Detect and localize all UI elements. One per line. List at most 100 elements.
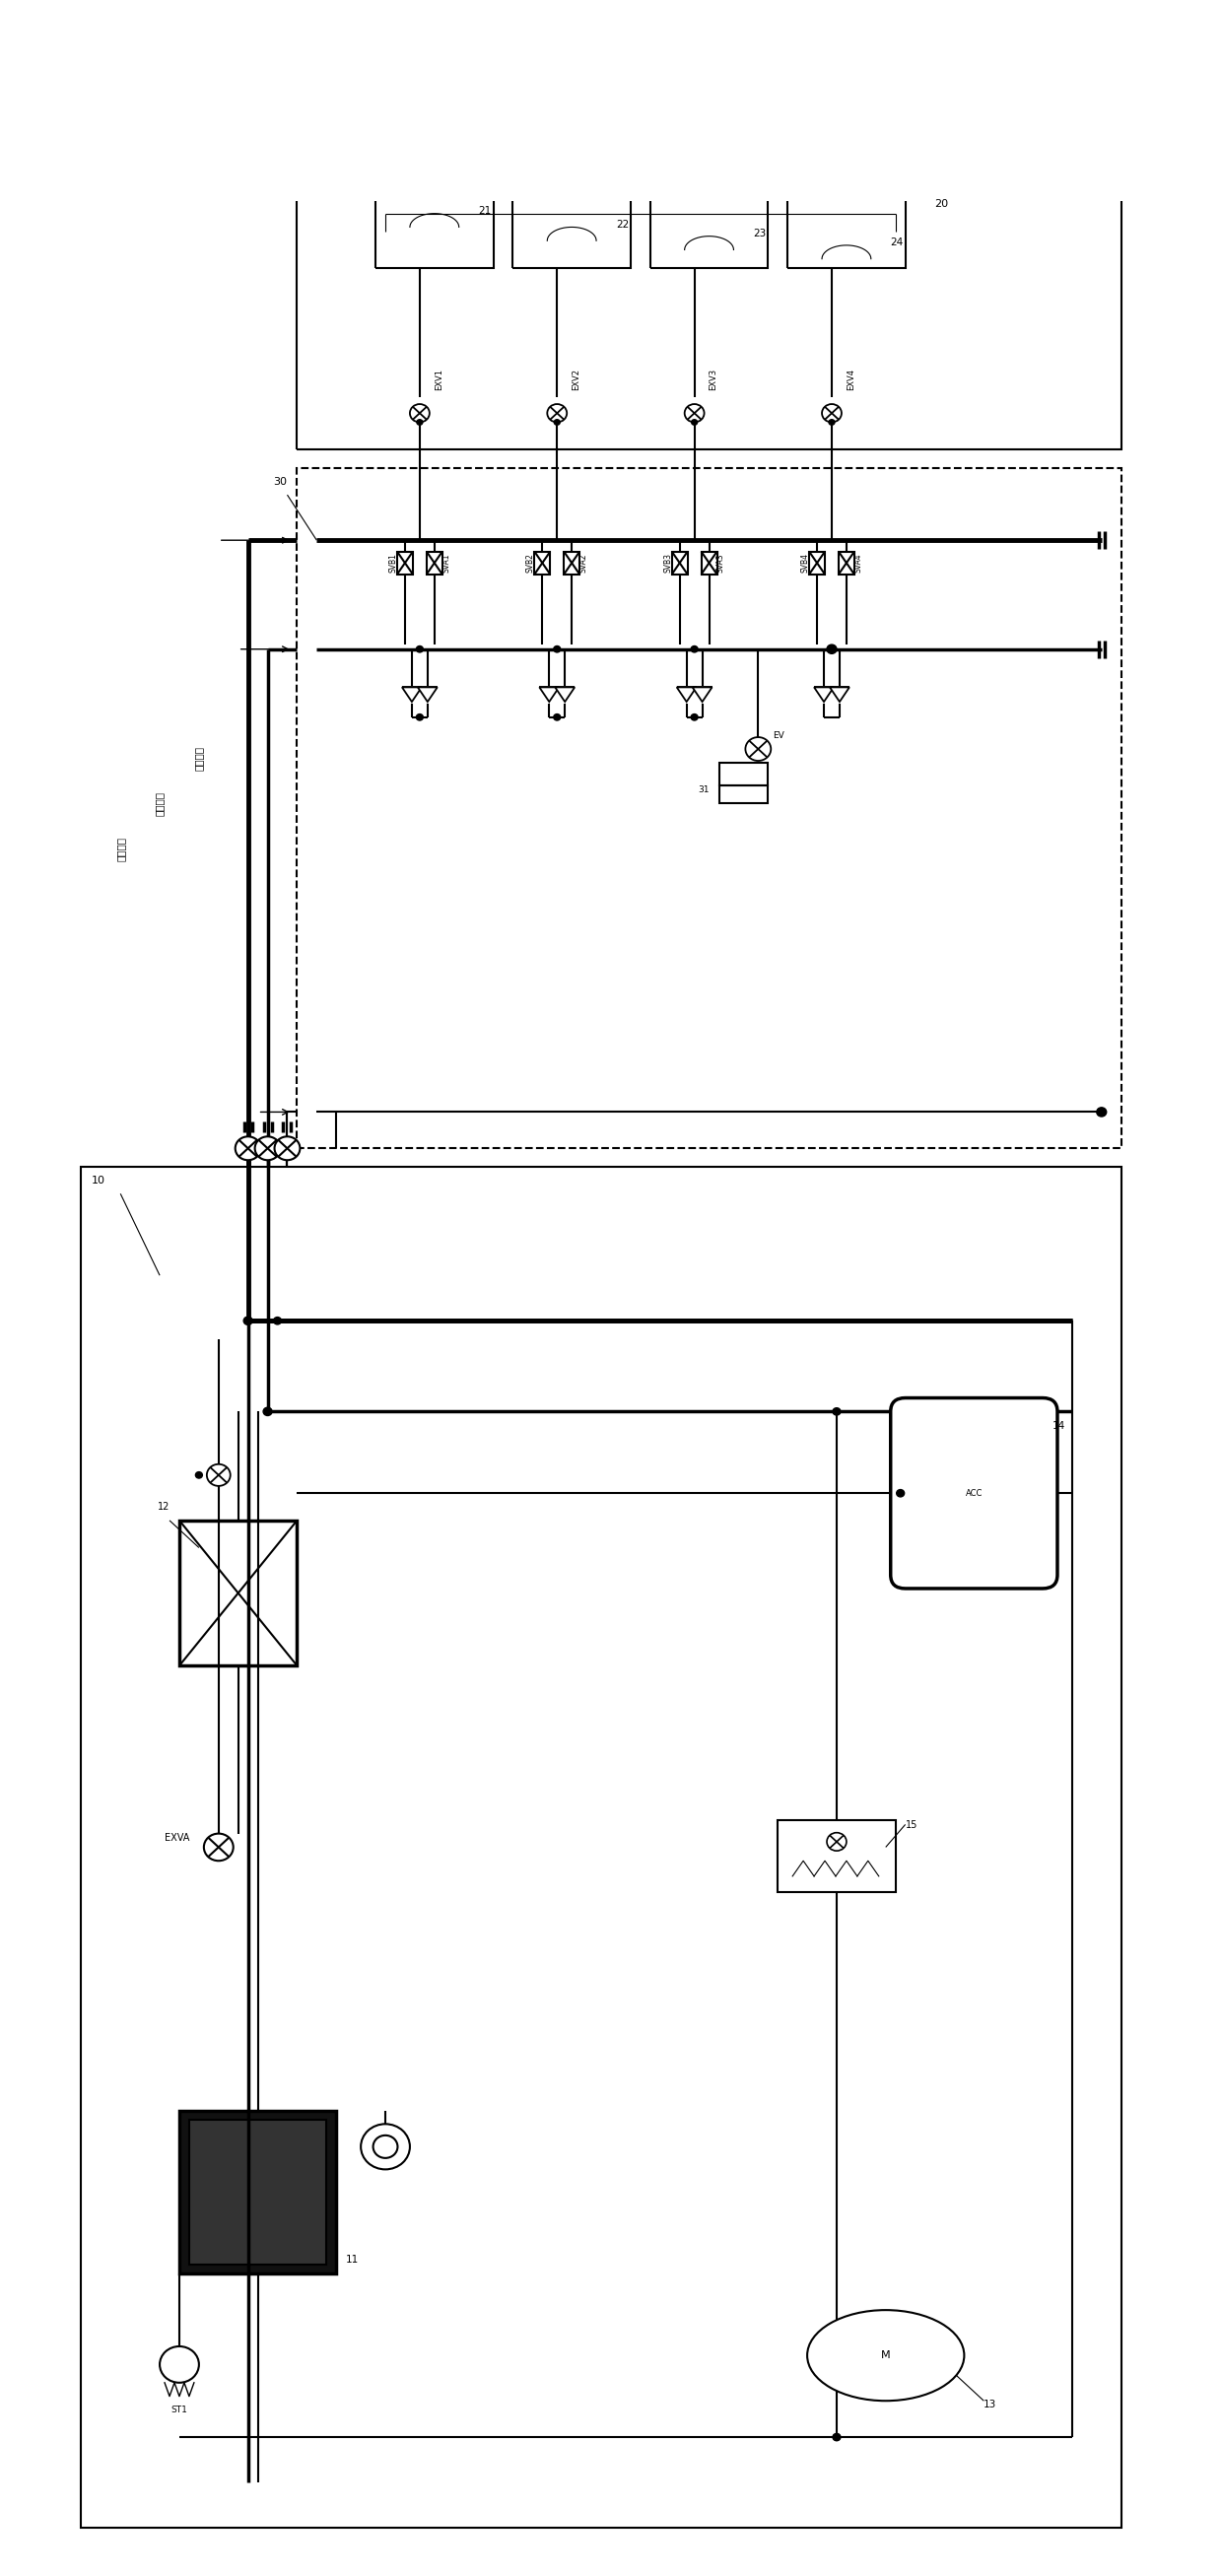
Circle shape <box>832 2434 841 2439</box>
Circle shape <box>547 404 567 422</box>
Text: SVB4: SVB4 <box>800 554 810 572</box>
Text: SVA2: SVA2 <box>579 554 588 572</box>
Polygon shape <box>814 688 833 701</box>
Bar <box>719 786 767 804</box>
Circle shape <box>859 57 888 85</box>
Circle shape <box>1097 1108 1106 1115</box>
Circle shape <box>829 420 835 425</box>
Circle shape <box>1096 1108 1106 1115</box>
Polygon shape <box>693 688 712 701</box>
Circle shape <box>360 2125 409 2169</box>
Bar <box>672 551 688 574</box>
Text: SVA4: SVA4 <box>854 554 863 572</box>
Text: 23: 23 <box>753 229 766 240</box>
Bar <box>397 551 413 574</box>
FancyBboxPatch shape <box>891 1399 1057 1589</box>
Circle shape <box>417 420 423 425</box>
Circle shape <box>204 1834 233 1860</box>
Circle shape <box>745 737 771 760</box>
Circle shape <box>897 1489 904 1497</box>
Text: SVB2: SVB2 <box>527 554 535 572</box>
Circle shape <box>447 57 477 85</box>
Bar <box>777 1821 896 1893</box>
Bar <box>180 2110 336 2275</box>
Circle shape <box>373 2136 397 2159</box>
Bar <box>513 0 631 268</box>
Circle shape <box>160 2347 199 2383</box>
Bar <box>563 551 579 574</box>
Bar <box>535 41 579 100</box>
Circle shape <box>822 404 842 422</box>
Circle shape <box>722 57 752 85</box>
Text: 高压液管: 高压液管 <box>116 837 126 860</box>
Circle shape <box>243 1316 253 1324</box>
Bar <box>650 0 767 268</box>
Polygon shape <box>677 688 697 701</box>
Circle shape <box>684 404 704 422</box>
Circle shape <box>827 1832 847 1850</box>
Polygon shape <box>830 688 849 701</box>
Bar <box>788 0 906 268</box>
Bar <box>838 551 854 574</box>
Circle shape <box>417 647 423 652</box>
Circle shape <box>255 1136 280 1159</box>
Circle shape <box>554 420 560 425</box>
Bar <box>719 762 767 786</box>
Bar <box>397 41 442 100</box>
Text: ACC: ACC <box>965 1489 982 1497</box>
Bar <box>375 0 494 268</box>
Circle shape <box>236 1136 260 1159</box>
Text: 10: 10 <box>90 1175 105 1185</box>
Text: 12: 12 <box>158 1502 170 1512</box>
Polygon shape <box>539 688 558 701</box>
Text: 13: 13 <box>984 2401 997 2411</box>
Text: 31: 31 <box>698 786 709 793</box>
Text: 11: 11 <box>346 2254 359 2264</box>
Text: 21: 21 <box>479 206 491 216</box>
Bar <box>672 41 716 100</box>
Ellipse shape <box>808 2311 964 2401</box>
Circle shape <box>263 1406 273 1417</box>
Bar <box>810 41 854 100</box>
Circle shape <box>274 1316 281 1324</box>
Circle shape <box>554 714 561 721</box>
Circle shape <box>584 57 613 85</box>
Polygon shape <box>418 688 437 701</box>
Circle shape <box>409 404 429 422</box>
Text: 22: 22 <box>616 219 629 229</box>
Bar <box>297 0 1121 448</box>
Text: EXV2: EXV2 <box>572 368 580 392</box>
Bar <box>81 1167 1121 2527</box>
Circle shape <box>554 647 561 652</box>
Circle shape <box>730 64 744 77</box>
Text: EXV1: EXV1 <box>434 368 444 392</box>
Bar <box>180 1520 297 1667</box>
Circle shape <box>690 647 698 652</box>
Circle shape <box>417 714 423 721</box>
Polygon shape <box>555 688 574 701</box>
Bar <box>297 469 1121 1149</box>
Circle shape <box>196 1471 203 1479</box>
Text: 14: 14 <box>1052 1419 1066 1430</box>
Text: EXV4: EXV4 <box>847 368 855 392</box>
Bar <box>426 551 442 574</box>
Bar <box>534 551 550 574</box>
Bar <box>701 551 717 574</box>
Circle shape <box>207 1463 230 1486</box>
Text: M: M <box>881 2349 891 2360</box>
Text: 低压气管: 低压气管 <box>155 791 165 817</box>
Text: 高压气管: 高压气管 <box>194 744 204 770</box>
Text: SVB1: SVB1 <box>389 554 397 572</box>
Circle shape <box>827 644 837 654</box>
Text: 24: 24 <box>891 237 903 247</box>
Text: SVA3: SVA3 <box>716 554 726 572</box>
Bar <box>189 2120 326 2264</box>
Circle shape <box>455 64 469 77</box>
Circle shape <box>591 64 606 77</box>
Bar <box>809 551 825 574</box>
Text: 20: 20 <box>935 198 948 209</box>
Circle shape <box>692 420 698 425</box>
Text: EXV3: EXV3 <box>709 368 719 392</box>
Circle shape <box>690 714 698 721</box>
Text: EXVA: EXVA <box>164 1834 189 1842</box>
